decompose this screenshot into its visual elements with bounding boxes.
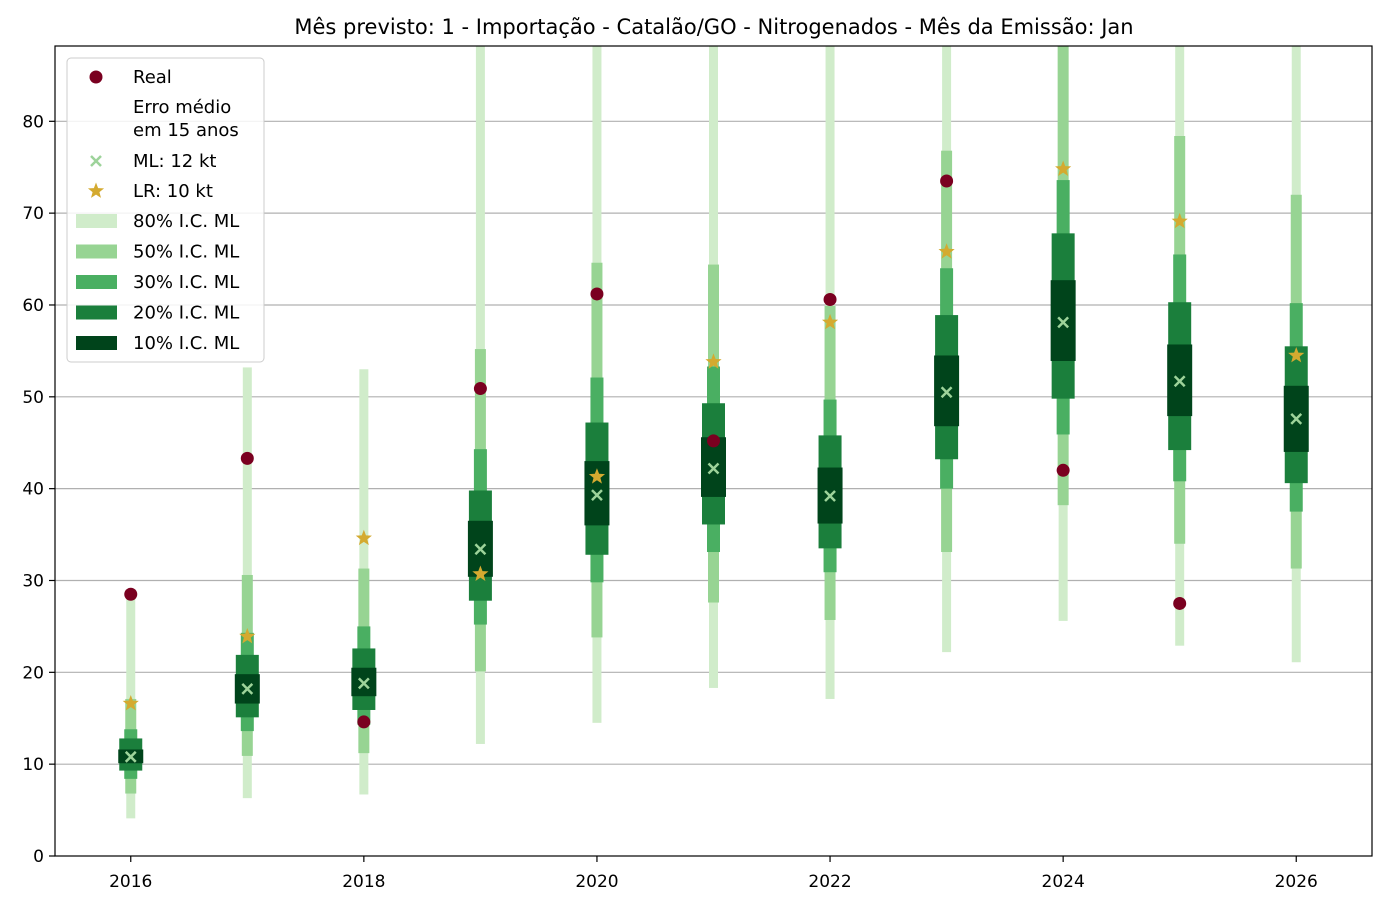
x-tick-label: 2020: [575, 872, 618, 892]
legend-label: 10% I.C. ML: [133, 333, 239, 354]
legend-swatch: [76, 305, 117, 320]
marker-circle: [707, 434, 720, 448]
marker-circle: [823, 292, 837, 306]
legend-label: 30% I.C. ML: [133, 272, 239, 293]
chart-title: Mês previsto: 1 - Importação - Catalão/G…: [294, 15, 1133, 39]
marker-star: [1055, 160, 1072, 176]
legend-marker-lr: [87, 182, 105, 198]
marker-star: [1288, 346, 1305, 363]
marker-x: [940, 386, 953, 399]
legend-label: Real: [133, 67, 172, 88]
axes: 0 10 20 30 40 50 60 70 80 2016 2018 2020 2022 2024 202…: [22, 112, 1318, 892]
marker-x: [707, 462, 720, 475]
marker-star: [239, 628, 256, 644]
y-tick-label: 70: [22, 204, 44, 224]
marker-star: [821, 313, 839, 330]
marker-star: [355, 529, 372, 546]
marker-star: [122, 695, 139, 711]
marker-star: [938, 243, 955, 259]
marker-circle: [357, 715, 371, 729]
marker-circle: [473, 382, 487, 396]
legend-swatch: [76, 275, 117, 289]
marker-star: [1171, 212, 1188, 229]
marker-circle: [1173, 596, 1187, 610]
marker-x: [824, 490, 836, 502]
x-tick-label: 2026: [1275, 872, 1318, 892]
legend-swatch: [76, 336, 117, 350]
marker-circle: [940, 174, 954, 188]
y-tick-label: 80: [22, 112, 44, 132]
marker-x: [1290, 412, 1303, 425]
x-tick-label: 2018: [342, 872, 385, 892]
marker-circle: [240, 451, 254, 465]
x-tick-label: 2022: [808, 872, 851, 892]
marker-x: [474, 543, 487, 556]
y-tick-label: 20: [22, 663, 44, 683]
legend-swatch: [76, 214, 117, 228]
interval-bars: [118, 46, 1309, 819]
y-tick-label: 50: [22, 388, 44, 408]
legend-label: LR: 10 kt: [133, 181, 213, 202]
point-markers: [122, 160, 1305, 763]
marker-x: [124, 750, 137, 763]
marker-x: [241, 682, 254, 695]
legend-label: ML: 12 kt: [133, 151, 216, 172]
legend-label: 80% I.C. ML: [133, 211, 239, 232]
legend-marker-ml: [90, 155, 102, 167]
marker-x: [1173, 375, 1186, 388]
y-tick-label: 0: [33, 847, 44, 867]
y-tick-label: 60: [22, 296, 44, 316]
plot-frame: [54, 45, 1373, 857]
y-tick-label: 10: [22, 755, 44, 775]
marker-circle: [590, 287, 604, 301]
marker-circle: [1056, 463, 1070, 477]
marker-star: [472, 565, 489, 581]
marker-x: [591, 489, 603, 501]
marker-star: [588, 468, 606, 484]
legend-label: 20% I.C. ML: [133, 303, 239, 324]
marker-circle: [124, 587, 138, 601]
marker-x: [357, 677, 370, 690]
legend-marker-real: [89, 70, 103, 84]
legend-label: 50% I.C. ML: [133, 242, 239, 263]
legend-swatch: [76, 244, 117, 259]
y-tick-label: 30: [22, 571, 44, 591]
marker-x: [1057, 316, 1070, 329]
interval-bar-5: [1050, 280, 1076, 361]
marker-star: [705, 353, 722, 369]
legend-note: em 15 anos: [133, 120, 239, 141]
x-tick-label: 2016: [109, 872, 152, 892]
y-tick-label: 40: [22, 480, 44, 500]
x-tick-label: 2024: [1042, 872, 1085, 892]
legend-note: Erro médio: [133, 97, 231, 118]
